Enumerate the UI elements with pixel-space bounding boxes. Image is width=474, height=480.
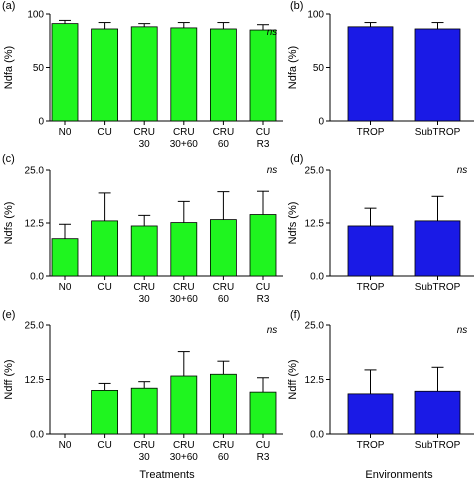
bar xyxy=(249,29,277,122)
bar xyxy=(51,23,79,122)
x-tick-label: CRU 30+60 xyxy=(170,127,199,150)
y-tick-label: 0.0 xyxy=(310,272,324,283)
bar xyxy=(414,390,461,435)
panel-d: (d) Ndfs (%) 0.0 12.5 25.0 TROP SubTROP ns xyxy=(287,153,474,293)
bar xyxy=(51,238,79,277)
y-tick-label: 25.0 xyxy=(25,321,45,332)
y-tick-label: 50 xyxy=(313,63,325,74)
y-axis-label: Ndfa (%) xyxy=(287,46,299,89)
panel-label: (f) xyxy=(290,309,300,321)
y-tick-label: 0 xyxy=(318,117,324,128)
bar xyxy=(91,220,118,277)
x-tick-label: TROP xyxy=(357,127,385,138)
x-tick-label: N0 xyxy=(59,127,72,138)
panel-label: (a) xyxy=(2,0,15,12)
y-tick-label: 50 xyxy=(33,63,45,74)
y-tick-label: 12.5 xyxy=(25,375,45,386)
x-tick-label: CU xyxy=(97,440,111,451)
panel-a: (a) Ndfa (%) 0 50 100 N0 CU CRU 30 CRU 30+60 CRU 60 C… xyxy=(2,0,283,150)
footer-environments: Environments xyxy=(365,469,433,480)
significance-label: ns xyxy=(267,165,278,176)
bar xyxy=(414,28,461,122)
panel-label: (c) xyxy=(2,153,15,165)
x-tick-label: CRU 60 xyxy=(213,127,235,150)
panel-label: (b) xyxy=(290,0,303,12)
x-tick-label: CU xyxy=(97,282,111,293)
bar xyxy=(249,391,277,435)
y-axis-label: Ndff (%) xyxy=(287,359,299,399)
panel-label: (d) xyxy=(290,153,303,165)
x-tick-label: CRU 60 xyxy=(213,440,235,463)
y-axis-label: Ndfa (%) xyxy=(3,46,15,89)
y-tick-label: 0.0 xyxy=(30,272,44,283)
bar xyxy=(91,28,118,122)
y-axis-label: Ndfs (%) xyxy=(287,202,299,245)
y-tick-label: 25.0 xyxy=(25,166,45,177)
panel-label: (e) xyxy=(2,309,15,321)
y-tick-label: 100 xyxy=(27,10,44,21)
y-tick-label: 0.0 xyxy=(30,430,44,441)
bar xyxy=(209,28,237,122)
panel-b: (b) Ndfa (%) 0 50 100 TROP SubTROP xyxy=(287,0,474,138)
y-tick-label: 25.0 xyxy=(305,321,325,332)
y-tick-label: 25.0 xyxy=(305,166,325,177)
y-tick-label: 0 xyxy=(38,117,44,128)
x-tick-label: TROP xyxy=(357,282,385,293)
x-tick-label: CU R3 xyxy=(256,282,270,305)
y-tick-label: 12.5 xyxy=(25,219,45,230)
x-tick-label: N0 xyxy=(59,282,72,293)
footer-treatments: Treatments xyxy=(139,469,195,480)
bar xyxy=(249,214,277,277)
bar xyxy=(347,393,394,435)
y-tick-label: 0.0 xyxy=(310,430,324,441)
bar xyxy=(347,26,394,122)
x-tick-label: SubTROP xyxy=(415,440,461,451)
significance-label: ns xyxy=(457,325,468,336)
significance-label: ns xyxy=(457,165,468,176)
y-axis-label: Ndff (%) xyxy=(3,359,15,399)
y-tick-label: 12.5 xyxy=(305,375,325,386)
bar xyxy=(130,225,158,277)
x-tick-label: CRU 30+60 xyxy=(170,440,199,463)
bar xyxy=(170,375,198,435)
x-tick-label: CRU 30 xyxy=(133,127,155,150)
bar xyxy=(209,219,237,277)
bar xyxy=(347,225,394,277)
panel-f: (f) Ndff (%) 0.0 12.5 25.0 TROP SubTROP ns xyxy=(287,309,474,451)
bar xyxy=(414,220,461,277)
bar xyxy=(170,27,198,122)
x-tick-label: CU R3 xyxy=(256,127,270,150)
y-tick-label: 100 xyxy=(307,10,324,21)
x-tick-label: TROP xyxy=(357,440,385,451)
x-tick-label: CRU 30 xyxy=(133,282,155,305)
significance-label: ns xyxy=(267,27,278,38)
x-tick-label: N0 xyxy=(59,440,72,451)
x-tick-label: SubTROP xyxy=(415,127,461,138)
x-tick-label: CRU 60 xyxy=(213,282,235,305)
bar xyxy=(170,222,198,277)
x-tick-label: CRU 30 xyxy=(133,440,155,463)
significance-label: ns xyxy=(267,325,278,336)
bar xyxy=(209,373,237,435)
y-axis-label: Ndfs (%) xyxy=(3,202,15,245)
bar xyxy=(91,389,118,435)
panel-c: (c) Ndfs (%) 0.0 12.5 25.0 N0 CU CRU 30 CRU 30+60 C… xyxy=(2,153,283,305)
panel-e: (e) Ndff (%) 0.0 12.5 25.0 N0 CU CRU 30 CRU 30+60 C… xyxy=(2,309,283,463)
x-tick-label: CU R3 xyxy=(256,440,270,463)
x-tick-label: SubTROP xyxy=(415,282,461,293)
x-tick-label: CU xyxy=(97,127,111,138)
y-tick-label: 12.5 xyxy=(305,219,325,230)
bar xyxy=(130,26,158,122)
bar xyxy=(130,387,158,435)
x-tick-label: CRU 30+60 xyxy=(170,282,199,305)
